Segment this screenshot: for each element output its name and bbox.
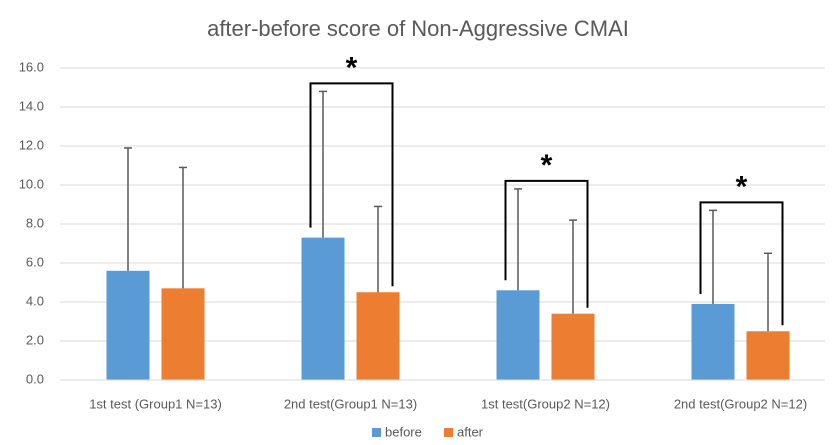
bar xyxy=(746,331,790,380)
significance-label: * xyxy=(346,51,358,84)
significance-bracket xyxy=(504,179,589,308)
y-tick-label: 16.0 xyxy=(19,59,44,74)
bar xyxy=(106,270,150,380)
significance-bracket xyxy=(309,82,394,287)
bar xyxy=(496,290,540,380)
x-tick-label: 2nd test(Group1 N=13) xyxy=(284,396,417,411)
significance-bracket xyxy=(699,201,784,326)
x-tick-label: 2nd test(Group2 N=12) xyxy=(674,396,807,411)
y-tick-label: 12.0 xyxy=(19,137,44,152)
legend-label: after xyxy=(457,424,484,439)
x-tick-label: 1st test (Group1 N=13) xyxy=(89,396,222,411)
y-tick-label: 10.0 xyxy=(19,176,44,191)
bar xyxy=(691,303,735,380)
y-tick-label: 8.0 xyxy=(26,215,44,230)
bar xyxy=(551,313,595,380)
chart-title: after-before score of Non-Aggressive CMA… xyxy=(207,16,629,41)
x-tick-label: 1st test(Group2 N=12) xyxy=(481,396,610,411)
legend-swatch xyxy=(372,428,381,437)
y-tick-label: 14.0 xyxy=(19,98,44,113)
significance-label: * xyxy=(541,149,553,182)
legend-swatch xyxy=(444,428,453,437)
y-tick-label: 6.0 xyxy=(26,254,44,269)
y-tick-label: 0.0 xyxy=(26,371,44,386)
bar xyxy=(301,237,345,380)
legend-label: before xyxy=(385,424,422,439)
bar xyxy=(161,288,205,380)
y-tick-label: 2.0 xyxy=(26,332,44,347)
bar xyxy=(356,292,400,380)
y-tick-label: 4.0 xyxy=(26,293,44,308)
significance-label: * xyxy=(736,170,748,203)
